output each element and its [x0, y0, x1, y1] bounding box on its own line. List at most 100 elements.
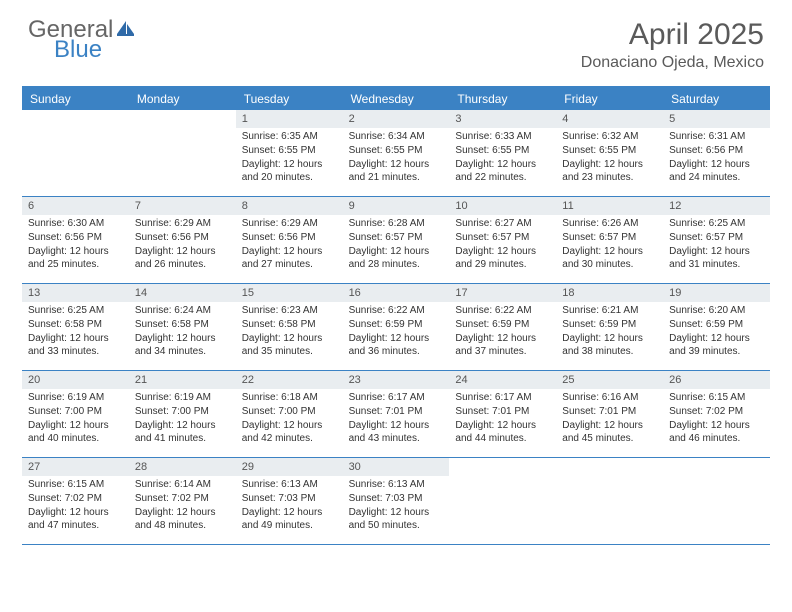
sunset-text: Sunset: 6:56 PM — [242, 231, 337, 244]
daylight-text: Daylight: 12 hours and 48 minutes. — [135, 506, 230, 532]
calendar-day-cell: 17Sunrise: 6:22 AMSunset: 6:59 PMDayligh… — [449, 284, 556, 370]
calendar-day-cell: 25Sunrise: 6:16 AMSunset: 7:01 PMDayligh… — [556, 371, 663, 457]
calendar-week-row: 20Sunrise: 6:19 AMSunset: 7:00 PMDayligh… — [22, 371, 770, 458]
sunrise-text: Sunrise: 6:18 AM — [242, 391, 337, 404]
sunrise-text: Sunrise: 6:15 AM — [28, 478, 123, 491]
daylight-text: Daylight: 12 hours and 29 minutes. — [455, 245, 550, 271]
day-number: 12 — [663, 197, 770, 215]
daylight-text: Daylight: 12 hours and 41 minutes. — [135, 419, 230, 445]
day-content: Sunrise: 6:18 AMSunset: 7:00 PMDaylight:… — [236, 389, 343, 450]
sunrise-text: Sunrise: 6:32 AM — [562, 130, 657, 143]
sunset-text: Sunset: 6:59 PM — [669, 318, 764, 331]
sunrise-text: Sunrise: 6:29 AM — [242, 217, 337, 230]
day-number: 24 — [449, 371, 556, 389]
sunset-text: Sunset: 6:55 PM — [562, 144, 657, 157]
day-content: Sunrise: 6:20 AMSunset: 6:59 PMDaylight:… — [663, 302, 770, 363]
day-number: 23 — [343, 371, 450, 389]
day-content: Sunrise: 6:22 AMSunset: 6:59 PMDaylight:… — [449, 302, 556, 363]
sunrise-text: Sunrise: 6:35 AM — [242, 130, 337, 143]
month-title: April 2025 — [581, 18, 764, 52]
day-number: 28 — [129, 458, 236, 476]
daylight-text: Daylight: 12 hours and 42 minutes. — [242, 419, 337, 445]
calendar-day-cell: 13Sunrise: 6:25 AMSunset: 6:58 PMDayligh… — [22, 284, 129, 370]
day-number: 27 — [22, 458, 129, 476]
sunrise-text: Sunrise: 6:28 AM — [349, 217, 444, 230]
day-content: Sunrise: 6:31 AMSunset: 6:56 PMDaylight:… — [663, 128, 770, 189]
title-block: April 2025 Donaciano Ojeda, Mexico — [581, 18, 764, 72]
day-content: Sunrise: 6:25 AMSunset: 6:57 PMDaylight:… — [663, 215, 770, 276]
day-content: Sunrise: 6:29 AMSunset: 6:56 PMDaylight:… — [236, 215, 343, 276]
day-content: Sunrise: 6:22 AMSunset: 6:59 PMDaylight:… — [343, 302, 450, 363]
sunset-text: Sunset: 7:02 PM — [28, 492, 123, 505]
day-content: Sunrise: 6:23 AMSunset: 6:58 PMDaylight:… — [236, 302, 343, 363]
daylight-text: Daylight: 12 hours and 40 minutes. — [28, 419, 123, 445]
sunset-text: Sunset: 6:55 PM — [455, 144, 550, 157]
sunset-text: Sunset: 7:01 PM — [562, 405, 657, 418]
day-number: 1 — [236, 110, 343, 128]
calendar-day-cell: 7Sunrise: 6:29 AMSunset: 6:56 PMDaylight… — [129, 197, 236, 283]
calendar-day-cell: 16Sunrise: 6:22 AMSunset: 6:59 PMDayligh… — [343, 284, 450, 370]
weekday-header-row: Sunday Monday Tuesday Wednesday Thursday… — [22, 88, 770, 110]
sunset-text: Sunset: 6:56 PM — [135, 231, 230, 244]
day-number: 4 — [556, 110, 663, 128]
day-number: 17 — [449, 284, 556, 302]
weekday-heading: Friday — [556, 88, 663, 110]
calendar-day-cell: 8Sunrise: 6:29 AMSunset: 6:56 PMDaylight… — [236, 197, 343, 283]
sunset-text: Sunset: 6:58 PM — [242, 318, 337, 331]
sunrise-text: Sunrise: 6:16 AM — [562, 391, 657, 404]
brand-logo: GeneralBlue — [28, 18, 137, 62]
day-number: 10 — [449, 197, 556, 215]
sunset-text: Sunset: 6:57 PM — [455, 231, 550, 244]
day-number: 25 — [556, 371, 663, 389]
daylight-text: Daylight: 12 hours and 37 minutes. — [455, 332, 550, 358]
calendar-day-cell: 22Sunrise: 6:18 AMSunset: 7:00 PMDayligh… — [236, 371, 343, 457]
calendar-day-cell: 20Sunrise: 6:19 AMSunset: 7:00 PMDayligh… — [22, 371, 129, 457]
day-number: 2 — [343, 110, 450, 128]
calendar-day-cell: 6Sunrise: 6:30 AMSunset: 6:56 PMDaylight… — [22, 197, 129, 283]
calendar-day-cell: 18Sunrise: 6:21 AMSunset: 6:59 PMDayligh… — [556, 284, 663, 370]
sunset-text: Sunset: 6:55 PM — [349, 144, 444, 157]
sunset-text: Sunset: 6:58 PM — [135, 318, 230, 331]
sunrise-text: Sunrise: 6:29 AM — [135, 217, 230, 230]
daylight-text: Daylight: 12 hours and 30 minutes. — [562, 245, 657, 271]
brand-part2: Blue — [28, 38, 137, 62]
day-content: Sunrise: 6:13 AMSunset: 7:03 PMDaylight:… — [236, 476, 343, 537]
calendar-day-cell — [129, 110, 236, 196]
day-number: 7 — [129, 197, 236, 215]
sunrise-text: Sunrise: 6:13 AM — [242, 478, 337, 491]
daylight-text: Daylight: 12 hours and 39 minutes. — [669, 332, 764, 358]
day-number: 15 — [236, 284, 343, 302]
sunrise-text: Sunrise: 6:17 AM — [349, 391, 444, 404]
day-number: 9 — [343, 197, 450, 215]
daylight-text: Daylight: 12 hours and 35 minutes. — [242, 332, 337, 358]
calendar-day-cell: 29Sunrise: 6:13 AMSunset: 7:03 PMDayligh… — [236, 458, 343, 544]
sunrise-text: Sunrise: 6:34 AM — [349, 130, 444, 143]
day-number: 16 — [343, 284, 450, 302]
sunrise-text: Sunrise: 6:15 AM — [669, 391, 764, 404]
calendar-day-cell — [22, 110, 129, 196]
sunset-text: Sunset: 7:00 PM — [28, 405, 123, 418]
sunset-text: Sunset: 6:55 PM — [242, 144, 337, 157]
day-content: Sunrise: 6:28 AMSunset: 6:57 PMDaylight:… — [343, 215, 450, 276]
day-number: 18 — [556, 284, 663, 302]
calendar-day-cell: 11Sunrise: 6:26 AMSunset: 6:57 PMDayligh… — [556, 197, 663, 283]
daylight-text: Daylight: 12 hours and 50 minutes. — [349, 506, 444, 532]
calendar-day-cell: 19Sunrise: 6:20 AMSunset: 6:59 PMDayligh… — [663, 284, 770, 370]
calendar-day-cell: 24Sunrise: 6:17 AMSunset: 7:01 PMDayligh… — [449, 371, 556, 457]
calendar-day-cell: 2Sunrise: 6:34 AMSunset: 6:55 PMDaylight… — [343, 110, 450, 196]
calendar-day-cell: 30Sunrise: 6:13 AMSunset: 7:03 PMDayligh… — [343, 458, 450, 544]
sunrise-text: Sunrise: 6:30 AM — [28, 217, 123, 230]
sunset-text: Sunset: 7:02 PM — [135, 492, 230, 505]
day-content: Sunrise: 6:25 AMSunset: 6:58 PMDaylight:… — [22, 302, 129, 363]
daylight-text: Daylight: 12 hours and 47 minutes. — [28, 506, 123, 532]
day-number: 20 — [22, 371, 129, 389]
calendar-day-cell: 12Sunrise: 6:25 AMSunset: 6:57 PMDayligh… — [663, 197, 770, 283]
daylight-text: Daylight: 12 hours and 22 minutes. — [455, 158, 550, 184]
daylight-text: Daylight: 12 hours and 23 minutes. — [562, 158, 657, 184]
sunset-text: Sunset: 6:57 PM — [562, 231, 657, 244]
calendar-week-row: 27Sunrise: 6:15 AMSunset: 7:02 PMDayligh… — [22, 458, 770, 545]
day-content: Sunrise: 6:17 AMSunset: 7:01 PMDaylight:… — [343, 389, 450, 450]
sunset-text: Sunset: 7:01 PM — [349, 405, 444, 418]
day-content: Sunrise: 6:14 AMSunset: 7:02 PMDaylight:… — [129, 476, 236, 537]
day-content: Sunrise: 6:27 AMSunset: 6:57 PMDaylight:… — [449, 215, 556, 276]
